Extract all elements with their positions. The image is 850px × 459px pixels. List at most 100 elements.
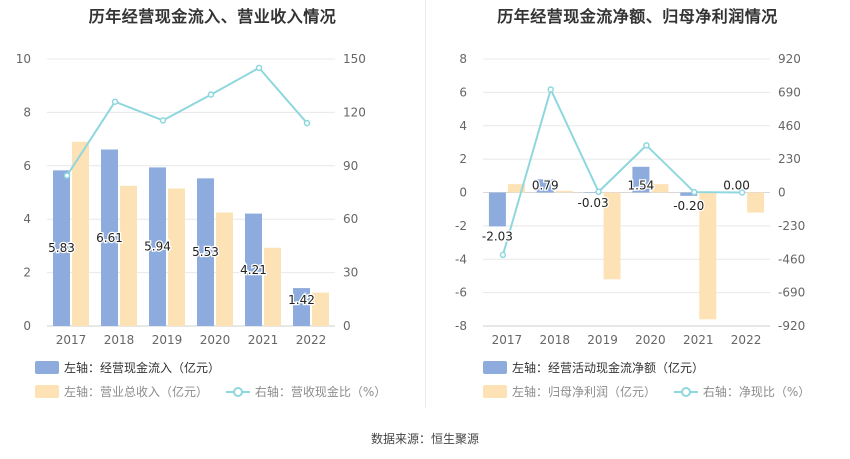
- bar-data-label: 1.42: [288, 293, 315, 307]
- bar-primary: [149, 167, 166, 326]
- line-point: [643, 142, 650, 149]
- line-point: [499, 251, 507, 259]
- x-tick-label: 2018: [104, 333, 135, 347]
- line-point: [207, 91, 215, 98]
- y-left-tick-label: 6: [459, 85, 467, 99]
- left-legend-item-revenue[interactable]: 左轴：营业总收入（亿元）: [35, 383, 208, 400]
- y-right-tick-label: -460: [778, 252, 805, 266]
- left-chart-svg: 0 2 4 6 8 10 0 30 60 90 120 150 2017 2018 2019 2020 2021…: [16, 52, 366, 347]
- x-tick-label: 2018: [539, 333, 570, 347]
- y-right-tick-label: 60: [343, 212, 358, 226]
- bar-data-label: 5.83: [48, 241, 75, 255]
- legend-line-swatch: [673, 385, 698, 398]
- right-legend-item-netflow[interactable]: 左轴：经营活动现金流净额（亿元）: [483, 359, 704, 376]
- y-right-tick-label: 0: [778, 186, 786, 200]
- legend-label: 右轴：净现比（%）: [702, 385, 811, 399]
- legend-label: 左轴：营业总收入（亿元）: [64, 385, 209, 399]
- left-chart-title: 历年经营现金流入、营业收入情况: [88, 7, 337, 26]
- right-chart-title: 历年经营现金流净额、归母净利润情况: [497, 7, 778, 26]
- legend-swatch: [35, 361, 59, 374]
- line-point: [547, 86, 554, 93]
- y-right-tick-label: 90: [343, 159, 358, 173]
- bar-secondary: [699, 192, 717, 320]
- legend-label: 右轴：营收现金比（%）: [254, 385, 387, 399]
- line-point: [159, 117, 167, 124]
- y-left-tick-label: 4: [23, 212, 31, 226]
- bar-secondary: [120, 185, 137, 326]
- bar-secondary: [168, 188, 185, 326]
- y-left-tick-label: -2: [455, 219, 467, 233]
- line-point: [111, 98, 119, 105]
- bar-data-label: 0.79: [532, 179, 559, 193]
- line-series: [66, 66, 308, 177]
- y-right-tick-label: 230: [778, 152, 801, 166]
- y-right-tick-label: 30: [343, 266, 358, 280]
- bar-data-label: 1.54: [628, 179, 655, 193]
- bar-primary: [680, 192, 698, 196]
- bar-data-label: -2.03: [482, 229, 513, 243]
- bar-data-label: 5.94: [144, 240, 171, 254]
- line-point: [691, 188, 698, 196]
- y-right-tick-label: 0: [343, 319, 351, 333]
- x-tick-label: 2020: [635, 333, 666, 347]
- bar-primary: [245, 213, 262, 326]
- y-right-tick-label: 150: [343, 52, 366, 66]
- right-legend-item-ratio[interactable]: 右轴：净现比（%）: [673, 383, 811, 400]
- y-right-tick-label: -690: [778, 286, 805, 300]
- bar-primary: [53, 170, 70, 326]
- line-point: [303, 119, 311, 127]
- y-left-tick-label: 10: [16, 52, 31, 66]
- bar-data-label: 4.21: [240, 263, 267, 277]
- y-right-tick-label: 120: [343, 105, 366, 119]
- bar-primary: [632, 166, 650, 193]
- bar-data-label: -0.03: [578, 196, 609, 210]
- data-source-note: 数据来源：恒生聚源: [370, 432, 479, 446]
- y-left-tick-label: -6: [455, 286, 467, 300]
- y-left-tick-label: -8: [455, 319, 467, 333]
- y-left-tick-label: 8: [23, 105, 31, 119]
- x-tick-label: 2017: [492, 333, 523, 347]
- bar-secondary: [747, 192, 765, 213]
- y-right-tick-label: -230: [778, 219, 805, 233]
- bar-data-label: 0.00: [723, 179, 750, 193]
- line-point: [255, 64, 263, 72]
- left-legend-row2: 左轴：营业总收入（亿元） 右轴：营收现金比（%）: [35, 383, 400, 401]
- legend-label: 左轴：经营活动现金流净额（亿元）: [512, 361, 705, 375]
- y-left-tick-label: 0: [459, 186, 467, 200]
- bar-secondary: [555, 190, 573, 193]
- line-point: [63, 172, 71, 179]
- bar-primary: [584, 192, 602, 194]
- right-legend-item-profit[interactable]: 左轴：归母净利润（亿元）: [483, 383, 656, 400]
- y-left-tick-label: 0: [23, 319, 31, 333]
- x-tick-label: 2022: [296, 333, 327, 347]
- line-point: [595, 188, 602, 196]
- y-left-tick-label: -4: [455, 252, 467, 266]
- line-point: [738, 189, 746, 196]
- y-right-tick-label: 920: [778, 52, 801, 66]
- bar-data-label: -0.20: [673, 199, 704, 213]
- y-left-tick-label: 2: [459, 152, 467, 166]
- bar-data-label: 6.61: [96, 231, 123, 245]
- x-tick-label: 2021: [683, 333, 714, 347]
- right-legend: 左轴：经营活动现金流净额（亿元）: [483, 359, 718, 377]
- x-tick-label: 2019: [152, 333, 183, 347]
- x-tick-label: 2021: [248, 333, 279, 347]
- left-chart-panel: 历年经营现金流入、营业收入情况 0 2 4 6 8 10 0 30 60 90 120 150 2017…: [0, 0, 425, 410]
- bar-secondary: [603, 192, 621, 280]
- legend-swatch: [483, 385, 507, 398]
- bar-secondary: [72, 141, 89, 326]
- left-legend: 左轴：经营现金流入（亿元）: [35, 359, 234, 377]
- bar-primary: [536, 179, 554, 193]
- legend-label: 左轴：经营现金流入（亿元）: [64, 361, 221, 375]
- y-left-tick-label: 2: [23, 266, 31, 280]
- legend-line-swatch: [225, 385, 250, 398]
- left-legend-item-ratio[interactable]: 右轴：营收现金比（%）: [225, 383, 387, 400]
- bar-primary: [488, 192, 506, 227]
- bar-primary: [293, 288, 310, 326]
- x-tick-label: 2019: [587, 333, 618, 347]
- panel-divider: [425, 0, 426, 408]
- line-series: [501, 86, 743, 256]
- y-left-tick-label: 6: [23, 159, 31, 173]
- left-legend-item-inflow[interactable]: 左轴：经营现金流入（亿元）: [35, 359, 220, 376]
- right-legend-row2: 左轴：归母净利润（亿元） 右轴：净现比（%）: [483, 383, 824, 401]
